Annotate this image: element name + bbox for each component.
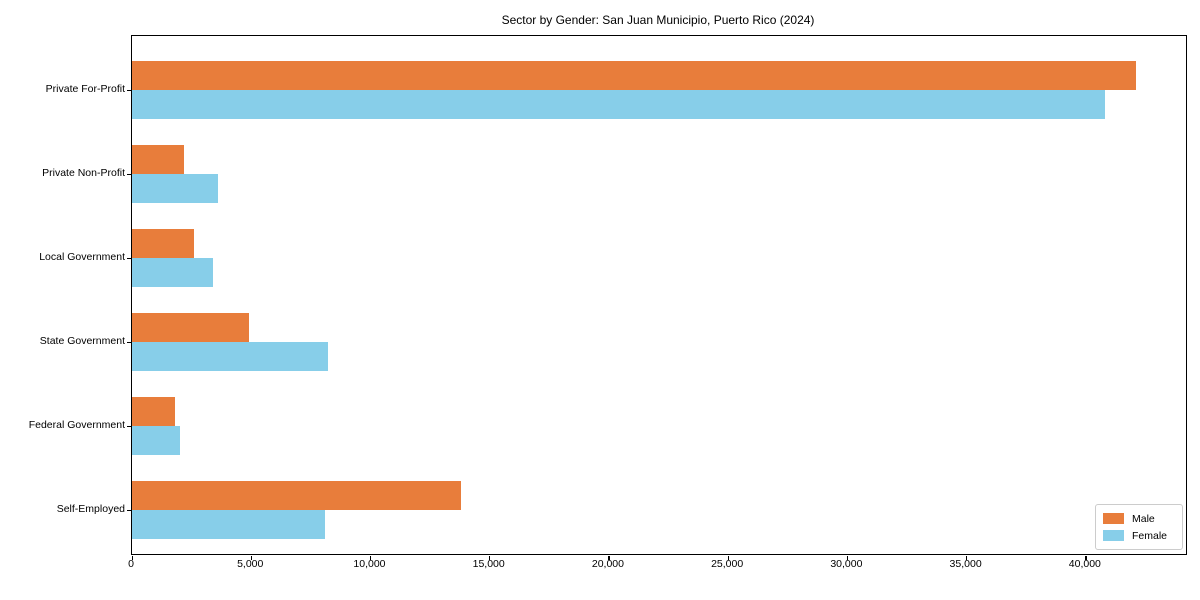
plot-area: Male Female: [126, 35, 1187, 560]
y-label-private-for-profit: Private For-Profit: [45, 83, 125, 95]
bar-male-private-non-profit: [132, 145, 185, 174]
legend-item-male: Male: [1103, 510, 1174, 527]
bar-female-private-for-profit: [132, 90, 1105, 119]
legend-label-female: Female: [1132, 529, 1168, 542]
y-label-state-government: State Government: [39, 335, 125, 347]
bar-female-self-employed: [132, 510, 326, 539]
y-tick-self-employed: [126, 509, 131, 511]
bar-male-private-for-profit: [132, 61, 1136, 90]
y-tick-federal-government: [126, 425, 131, 427]
y-label-local-government: Local Government: [39, 251, 125, 263]
x-tick-label-15000: 15,000: [472, 558, 505, 570]
y-tick-state-government: [126, 341, 131, 343]
y-label-self-employed: Self-Employed: [56, 503, 125, 515]
bar-male-self-employed: [132, 481, 462, 510]
y-label-private-non-profit: Private Non-Profit: [42, 167, 125, 179]
legend-item-female: Female: [1103, 527, 1174, 544]
female-color-swatch: [1103, 530, 1124, 541]
y-tick-private-for-profit: [126, 89, 131, 91]
x-tick-label-5000: 5,000: [237, 558, 264, 570]
x-tick-label-20000: 20,000: [591, 558, 624, 570]
bar-female-local-government: [132, 258, 214, 287]
chart-title: Sector by Gender: San Juan Municipio, Pu…: [501, 13, 815, 27]
x-tick-label-25000: 25,000: [711, 558, 744, 570]
x-tick-40000: [1085, 555, 1087, 560]
bar-male-local-government: [132, 229, 194, 258]
x-tick-0: [131, 555, 133, 560]
x-tick-15000: [489, 555, 491, 560]
x-tick-5000: [250, 555, 252, 560]
y-label-federal-government: Federal Government: [28, 419, 125, 431]
y-tick-private-non-profit: [126, 173, 131, 175]
bar-male-state-government: [132, 313, 249, 342]
x-tick-label-10000: 10,000: [353, 558, 386, 570]
x-tick-label-40000: 40,000: [1068, 558, 1101, 570]
bar-female-federal-government: [132, 426, 180, 455]
bar-male-federal-government: [132, 397, 175, 426]
x-tick-label-30000: 30,000: [830, 558, 863, 570]
legend: Male Female: [1095, 504, 1183, 550]
bar-female-state-government: [132, 342, 328, 371]
x-tick-20000: [608, 555, 610, 560]
bar-female-private-non-profit: [132, 174, 218, 203]
x-tick-label-0: 0: [128, 558, 134, 570]
x-tick-10000: [369, 555, 372, 560]
y-tick-local-government: [126, 257, 131, 259]
legend-label-male: Male: [1132, 512, 1155, 525]
x-tick-25000: [727, 555, 729, 560]
male-color-swatch: [1103, 513, 1124, 524]
x-tick-30000: [846, 555, 849, 560]
x-tick-label-35000: 35,000: [949, 558, 982, 570]
x-tick-35000: [966, 555, 968, 560]
